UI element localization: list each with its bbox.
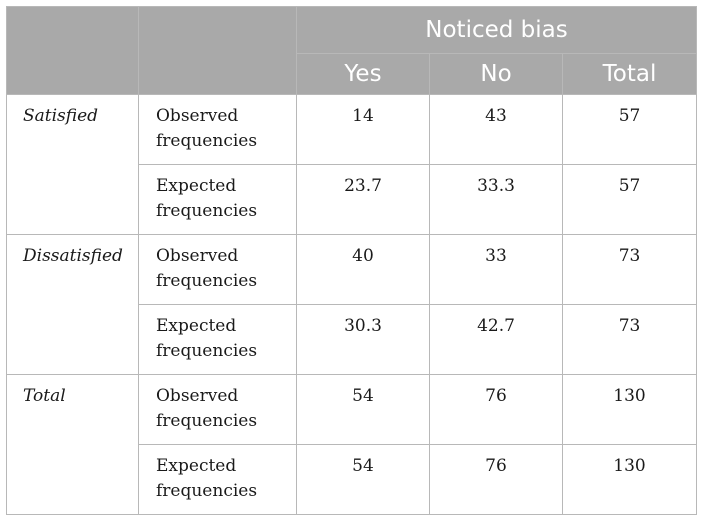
cell-total: 57 <box>561 164 698 235</box>
cell-yes: 30.3 <box>296 304 430 375</box>
cell-yes: 54 <box>296 374 430 445</box>
contingency-table: Noticed bias Yes No Total Satisfied Obse… <box>6 6 698 515</box>
cell-yes: 14 <box>296 94 430 165</box>
cell-yes: 23.7 <box>296 164 430 235</box>
measure-label: Expected frequencies <box>138 444 297 515</box>
table-row: Expected frequencies 30.3 42.7 73 <box>7 304 698 375</box>
cell-no: 33.3 <box>429 164 563 235</box>
cell-total: 130 <box>561 374 698 445</box>
cell-no: 76 <box>429 444 563 515</box>
cell-no: 43 <box>429 94 563 165</box>
measure-label: Observed frequencies <box>138 374 297 445</box>
cell-no: 76 <box>429 374 563 445</box>
table-row: Total Observed frequencies 54 76 130 <box>6 374 698 515</box>
measure-label: Observed frequencies <box>138 234 297 305</box>
header-noticed-bias: Noticed bias <box>295 6 698 54</box>
cell-total: 130 <box>561 444 698 515</box>
measure-label: Observed frequencies <box>138 94 297 165</box>
cell-yes: 40 <box>296 234 430 305</box>
group-label-satisfied: Satisfied <box>6 94 139 235</box>
header-total: Total <box>561 53 698 95</box>
cell-yes: 54 <box>296 444 430 515</box>
header-yes: Yes <box>296 53 430 95</box>
header-row-columns: Yes No Total <box>7 53 698 95</box>
table-row: Expected frequencies 54 76 130 <box>7 444 698 515</box>
header-no: No <box>429 53 563 95</box>
cell-total: 73 <box>561 234 698 305</box>
table-row: Expected frequencies 23.7 33.3 57 <box>7 164 698 235</box>
table-body: Satisfied Observed frequencies 14 43 57 … <box>6 94 698 515</box>
group-label-total: Total <box>6 374 139 515</box>
cell-total: 57 <box>561 94 698 165</box>
header-empty-group-col <box>6 6 139 95</box>
cell-no: 42.7 <box>429 304 563 375</box>
table-row: Dissatisfied Observed frequencies 40 33 … <box>6 234 698 375</box>
measure-label: Expected frequencies <box>138 304 297 375</box>
measure-label: Expected frequencies <box>138 164 297 235</box>
header-empty-measure-col <box>138 6 297 95</box>
group-label-dissatisfied: Dissatisfied <box>6 234 139 375</box>
table-row: Satisfied Observed frequencies 14 43 57 <box>6 94 698 235</box>
header-row-group: Noticed bias <box>6 6 698 95</box>
cell-no: 33 <box>429 234 563 305</box>
table-header: Noticed bias Yes No Total <box>6 6 698 95</box>
cell-total: 73 <box>561 304 698 375</box>
